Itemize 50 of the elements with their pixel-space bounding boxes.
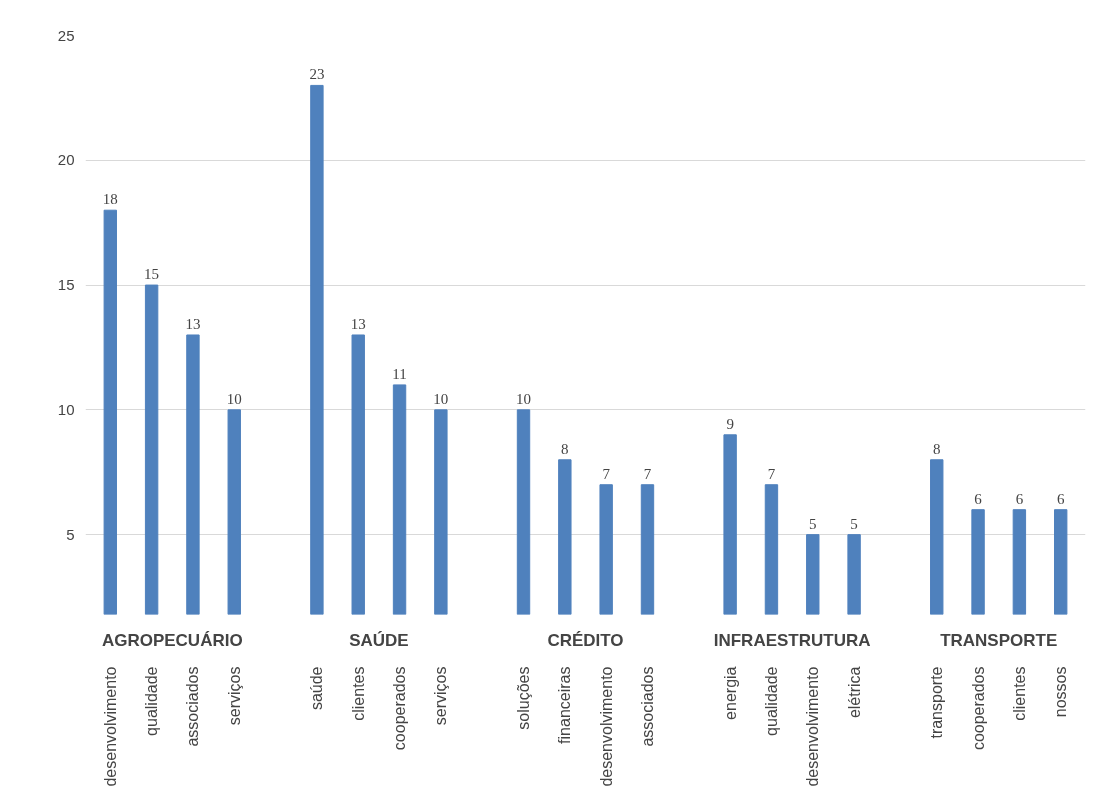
x-tick-label: cooperados <box>969 666 987 751</box>
data-label: 8 <box>932 440 941 457</box>
data-label: 10 <box>226 390 242 407</box>
data-label: 9 <box>726 415 734 432</box>
data-label: 6 <box>1056 490 1065 507</box>
x-tick-label: transporte <box>928 666 946 739</box>
data-label: 7 <box>643 465 652 482</box>
x-tick-label: desenvolvimento <box>101 666 119 787</box>
y-tick-label: 10 <box>57 400 75 418</box>
data-label: 6 <box>1015 490 1024 507</box>
y-tick-label: 25 <box>57 26 75 44</box>
y-tick-label: 20 <box>57 151 75 169</box>
x-tick-label: qualidade <box>762 666 780 736</box>
data-label: 5 <box>850 515 858 532</box>
data-label: 23 <box>309 66 325 83</box>
text: INFRAESTRUTURA <box>713 630 871 650</box>
x-tick-label: qualidade <box>143 666 161 736</box>
text: SAÚDE <box>349 630 409 650</box>
data-label: 7 <box>602 465 611 482</box>
x-tick-label: saúde <box>308 666 326 711</box>
data-label: 11 <box>392 365 407 382</box>
x-tick-label: desenvolvimento <box>804 666 822 787</box>
x-tick-label: associados <box>638 666 656 747</box>
x-tick-label: soluções <box>515 666 533 730</box>
x-tick-label: clientes <box>349 666 367 721</box>
x-tick-label: financeiras <box>556 666 574 744</box>
data-label: 8 <box>561 440 569 457</box>
x-tick-label: desenvolvimento <box>597 666 615 787</box>
data-label: 13 <box>185 315 201 332</box>
text: AGROPECUÁRIO <box>101 630 243 650</box>
x-tick-label: serviços <box>432 666 450 726</box>
x-tick-label: energia <box>721 666 739 720</box>
text: TRANSPORTE <box>940 630 1058 650</box>
x-tick-label: cooperados <box>391 666 409 751</box>
x-tick-label: associados <box>184 666 202 747</box>
data-label: 15 <box>144 266 160 283</box>
x-tick-label: clientes <box>1010 666 1028 721</box>
x-tick-label: nossos <box>1052 666 1070 718</box>
text: CRÉDITO <box>547 630 624 650</box>
data-label: 10 <box>433 390 449 407</box>
x-tick-label: serviços <box>225 666 243 726</box>
data-label: 7 <box>767 465 776 482</box>
data-label: 18 <box>102 191 118 208</box>
data-label: 10 <box>516 390 532 407</box>
data-label: 13 <box>350 315 366 332</box>
y-tick-label: 15 <box>57 276 75 294</box>
data-label: 5 <box>809 515 817 532</box>
data-label: 6 <box>974 490 983 507</box>
x-tick-label: elétrica <box>845 666 863 719</box>
y-tick-label: 5 <box>66 525 75 543</box>
